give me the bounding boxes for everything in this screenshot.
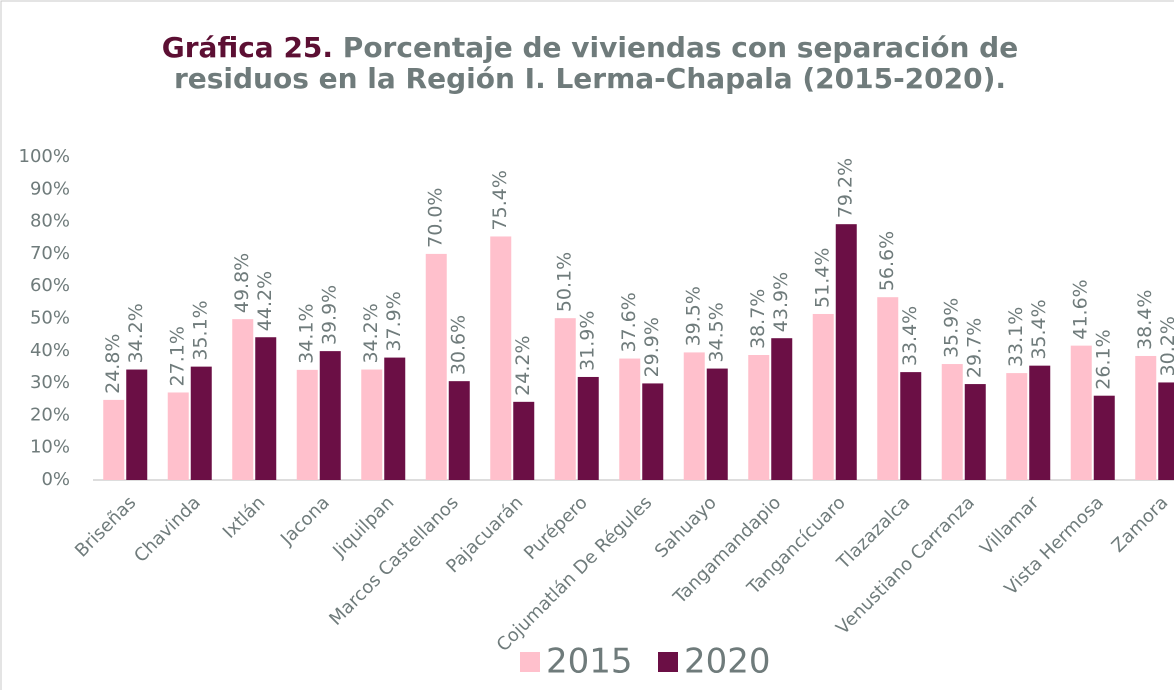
value-label: 27.1% (167, 326, 189, 386)
value-label: 43.9% (770, 272, 792, 332)
bar (384, 357, 406, 480)
value-label: 33.1% (1005, 307, 1027, 367)
y-tick-label: 30% (30, 372, 70, 393)
x-tick-label: Tangamandapio (669, 492, 786, 609)
bar (877, 297, 899, 480)
x-tick-label: Villamar (976, 492, 1044, 560)
value-label: 35.4% (1028, 299, 1050, 359)
bar (1158, 382, 1174, 480)
bar (642, 383, 664, 480)
value-label: 29.7% (964, 318, 986, 378)
value-label: 34.1% (296, 303, 318, 363)
value-label: 37.6% (618, 292, 640, 352)
value-label: 49.8% (231, 253, 253, 313)
y-tick-label: 10% (30, 437, 70, 458)
bar (554, 318, 576, 480)
bar (619, 358, 641, 480)
y-tick-label: 70% (30, 243, 70, 264)
legend-label: 2020 (684, 642, 771, 682)
bar (232, 319, 254, 480)
value-label: 50.1% (554, 252, 576, 312)
value-label: 39.5% (683, 286, 705, 346)
value-label: 30.6% (448, 315, 470, 375)
bar (167, 392, 189, 480)
bar (835, 224, 857, 480)
value-label: 35.1% (190, 300, 212, 360)
bar (513, 401, 535, 480)
value-label: 29.9% (641, 317, 663, 377)
bar (126, 369, 148, 480)
bar (706, 368, 728, 480)
bar (319, 351, 341, 480)
value-label: 41.6% (1070, 279, 1092, 339)
y-tick-label: 60% (30, 275, 70, 296)
x-tick-label: Marcos Castellanos (325, 492, 463, 630)
value-label: 37.9% (383, 291, 405, 351)
bar (1070, 345, 1092, 480)
bar (577, 376, 599, 480)
bar (255, 337, 277, 480)
y-tick-label: 0% (41, 469, 70, 490)
value-label: 38.4% (1134, 290, 1156, 350)
bar (1006, 373, 1028, 480)
bar (1135, 355, 1157, 480)
value-label: 30.2% (1157, 316, 1174, 376)
value-label: 35.9% (941, 298, 963, 358)
legend-label: 2015 (546, 642, 633, 682)
value-label: 34.2% (360, 303, 382, 363)
bar (748, 354, 770, 480)
value-label: 31.9% (577, 311, 599, 371)
bar (448, 381, 470, 480)
chart-title-block: Gráfica 25. Porcentaje de viviendas con … (150, 32, 1030, 94)
bar (425, 253, 447, 480)
bar (296, 369, 318, 480)
y-tick-label: 40% (30, 340, 70, 361)
bar (683, 352, 705, 480)
x-tick-label: Zamora (1108, 492, 1173, 557)
bar (812, 313, 834, 480)
value-label: 26.1% (1093, 329, 1115, 389)
y-tick-label: 90% (30, 178, 70, 199)
value-label: 70.0% (425, 188, 447, 248)
bar (771, 338, 793, 480)
bar (964, 384, 986, 480)
legend-swatch (520, 652, 540, 672)
value-label: 24.8% (102, 334, 124, 394)
value-label: 34.2% (125, 303, 147, 363)
value-label: 33.4% (899, 306, 921, 366)
value-label: 51.4% (812, 248, 834, 308)
value-label: 56.6% (876, 231, 898, 291)
bar (1029, 365, 1051, 480)
bar (941, 364, 963, 480)
chart-title: Porcentaje de viviendas con separación d… (173, 31, 1019, 95)
chart-title-label: Gráfica 25. (161, 31, 334, 64)
value-label: 38.7% (747, 289, 769, 349)
bar (490, 236, 512, 480)
y-tick-label: 20% (30, 404, 70, 425)
x-tick-label: Jacona (276, 492, 334, 550)
x-tick-label: Ixtlán (219, 492, 270, 543)
bar (103, 399, 125, 480)
value-label: 24.2% (512, 335, 534, 395)
y-tick-label: 50% (30, 308, 70, 329)
value-label: 44.2% (254, 271, 276, 331)
y-tick-label: 80% (30, 211, 70, 232)
x-tick-label: Chavinda (130, 492, 205, 567)
bar (900, 372, 922, 480)
legend-swatch (658, 652, 678, 672)
value-label: 39.9% (319, 285, 341, 345)
value-label: 79.2% (835, 158, 857, 218)
y-tick-label: 100% (19, 146, 70, 167)
value-label: 75.4% (489, 170, 511, 230)
bar (361, 369, 383, 480)
value-label: 34.5% (706, 302, 728, 362)
bar (190, 366, 212, 480)
bar (1093, 395, 1115, 480)
